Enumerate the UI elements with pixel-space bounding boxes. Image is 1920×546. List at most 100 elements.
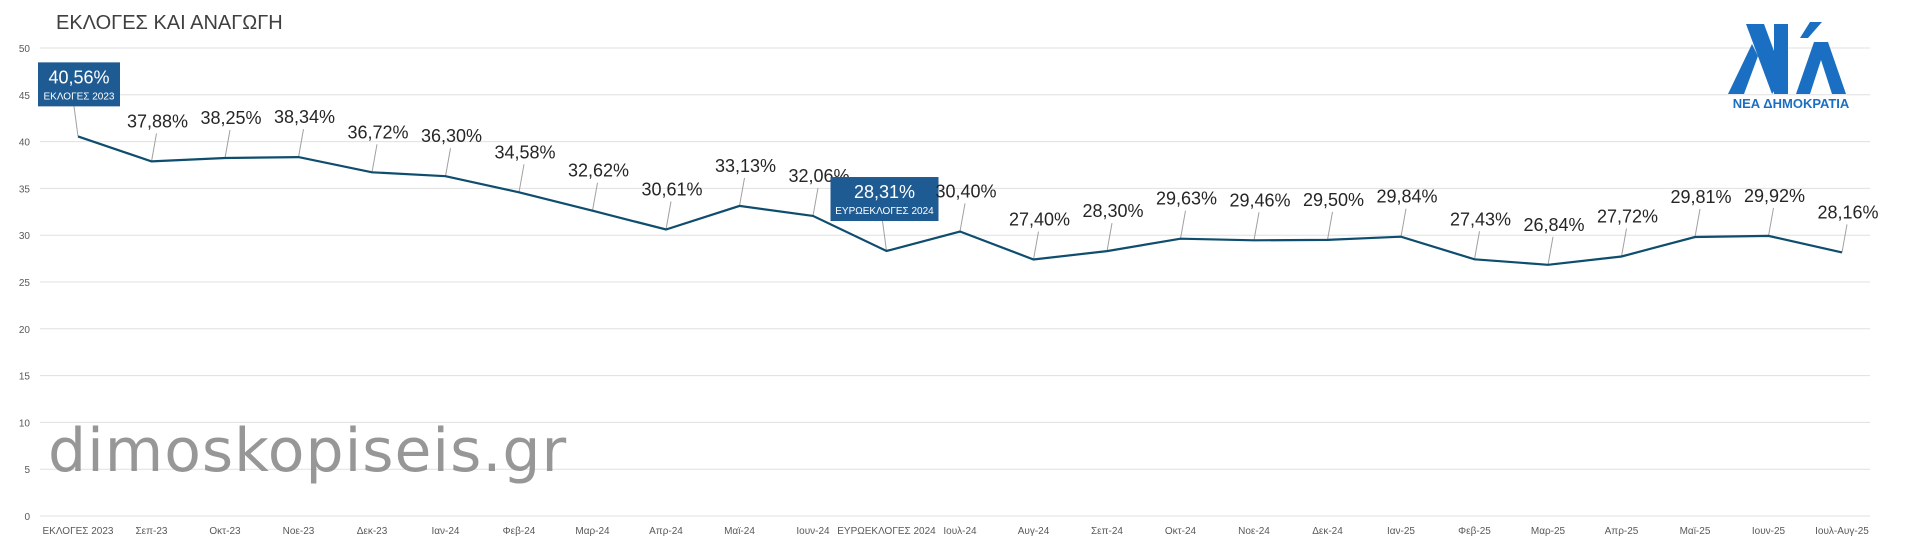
logo-right-stroke [1774,24,1788,94]
x-tick-label: Νοε-23 [283,526,315,537]
data-label: 30,40% [935,181,996,201]
highlight-value: 28,31% [854,182,915,202]
series-line [77,135,1843,266]
label-leader [151,133,157,162]
label-leader [1033,231,1039,260]
label-leader [959,203,966,232]
label-leader [739,177,745,206]
data-label: 28,16% [1817,202,1878,222]
data-label: 29,46% [1229,190,1290,210]
y-tick-label: 10 [19,418,31,429]
grid-lines [40,47,1870,517]
highlight-box [38,62,120,107]
data-label: 29,81% [1670,187,1731,207]
x-tick-label: Ιουν-24 [796,526,830,537]
y-tick-label: 50 [19,44,31,55]
x-tick-label: Οκτ-23 [209,526,241,537]
label-leader [1694,208,1701,238]
label-leader [1768,207,1774,237]
y-axis-ticks: 0 5 10 15 20 25 30 35 40 45 50 [19,44,31,523]
data-label: 38,34% [274,107,335,127]
x-tick-label: ΕΚΛΟΓΕΣ 2023 [43,526,114,537]
x-tick-label: Ιουλ-24 [943,526,977,537]
data-label: 27,72% [1597,207,1658,227]
y-tick-label: 15 [19,372,31,383]
label-leader [812,187,819,217]
y-tick-label: 45 [19,91,31,102]
x-tick-label: Απρ-24 [649,526,683,537]
data-label: 29,92% [1744,186,1805,206]
highlight-box [830,177,939,222]
x-tick-label: Νοε-24 [1238,526,1270,537]
label-leader [1180,210,1186,239]
label-leader [1327,211,1333,240]
watermark-text: dimoskopiseis.gr [48,416,568,486]
x-tick-label: Φεβ-25 [1458,526,1491,537]
data-label: 29,63% [1156,189,1217,209]
data-label: 36,72% [347,122,408,142]
logo-a-shape [1796,42,1846,94]
data-label: 37,88% [127,111,188,131]
x-tick-label: Ιουλ-Αυγ-25 [1815,526,1869,537]
data-label: 38,25% [200,108,261,128]
data-label: 36,30% [421,126,482,146]
y-tick-label: 30 [19,231,31,242]
logo-accent [1800,22,1822,38]
label-leaders [73,106,1848,265]
label-leader [1400,208,1407,237]
y-tick-label: 20 [19,325,31,336]
x-tick-label: Απρ-25 [1605,526,1639,537]
nd-logo-icon [1728,22,1846,94]
label-leader [1253,212,1260,241]
x-tick-label: Σεπ-23 [136,526,168,537]
x-tick-label: Μαρ-25 [1531,526,1566,537]
label-leader [1841,224,1848,253]
label-leader [1106,223,1113,252]
x-tick-label: Αυγ-24 [1018,526,1050,537]
data-labels: 40,56% ΕΚΛΟΓΕΣ 2023 37,88% 38,25% 38,34% 36,7… [38,62,1879,235]
chart-title: ΕΚΛΟΓΕΣ ΚΑΙ ΑΝΑΓΩΓΗ [56,12,283,34]
x-tick-label: Οκτ-24 [1165,526,1197,537]
data-label: 33,13% [715,156,776,176]
label-leader [298,129,304,158]
label-leader [592,182,598,211]
data-label: 30,61% [641,179,702,199]
x-tick-label: Δεκ-23 [357,526,388,537]
data-label: 27,43% [1450,209,1511,229]
label-leader [665,201,672,230]
label-leader [1547,236,1554,265]
data-label: 29,50% [1303,190,1364,210]
x-tick-label: Δεκ-24 [1312,526,1343,537]
data-label: 32,62% [568,161,629,181]
y-tick-label: 5 [24,465,30,476]
x-tick-label: Μαϊ-25 [1680,526,1711,537]
label-leader [882,220,887,252]
highlight-caption: ΕΥΡΩΕΚΛΟΓΕΣ 2024 [835,206,934,217]
data-label: 34,58% [494,142,555,162]
y-tick-label: 0 [24,512,30,523]
label-leader [73,106,79,137]
label-leader [1621,228,1627,257]
x-tick-label: Μαρ-24 [575,526,610,537]
x-tick-label: Μαϊ-24 [724,526,755,537]
label-leader [224,129,231,159]
label-leader [371,144,378,173]
x-tick-label: Σεπ-24 [1091,526,1123,537]
y-tick-label: 40 [19,138,31,149]
data-label: 26,84% [1523,215,1584,235]
x-axis-ticks: ΕΚΛΟΓΕΣ 2023 Σεπ-23 Οκτ-23 Νοε-23 Δεκ-23 Ιαν-… [43,526,1870,537]
x-tick-label: Φεβ-24 [503,526,536,537]
x-tick-label: Ιουν-25 [1752,526,1786,537]
data-label: 29,84% [1376,187,1437,207]
x-tick-label: ΕΥΡΩΕΚΛΟΓΕΣ 2024 [837,526,936,537]
x-tick-label: Ιαν-24 [431,526,459,537]
y-tick-label: 25 [19,278,31,289]
data-label: 27,40% [1009,210,1070,230]
logo-subtitle: ΝΕΑ ΔΗΜΟΚΡΑΤΙΑ [1732,96,1850,111]
highlight-value: 40,56% [48,67,109,87]
highlight-caption: ΕΚΛΟΓΕΣ 2023 [44,91,115,102]
x-tick-label: Ιαν-25 [1387,526,1415,537]
label-leader [518,164,525,193]
y-tick-label: 35 [19,184,31,195]
